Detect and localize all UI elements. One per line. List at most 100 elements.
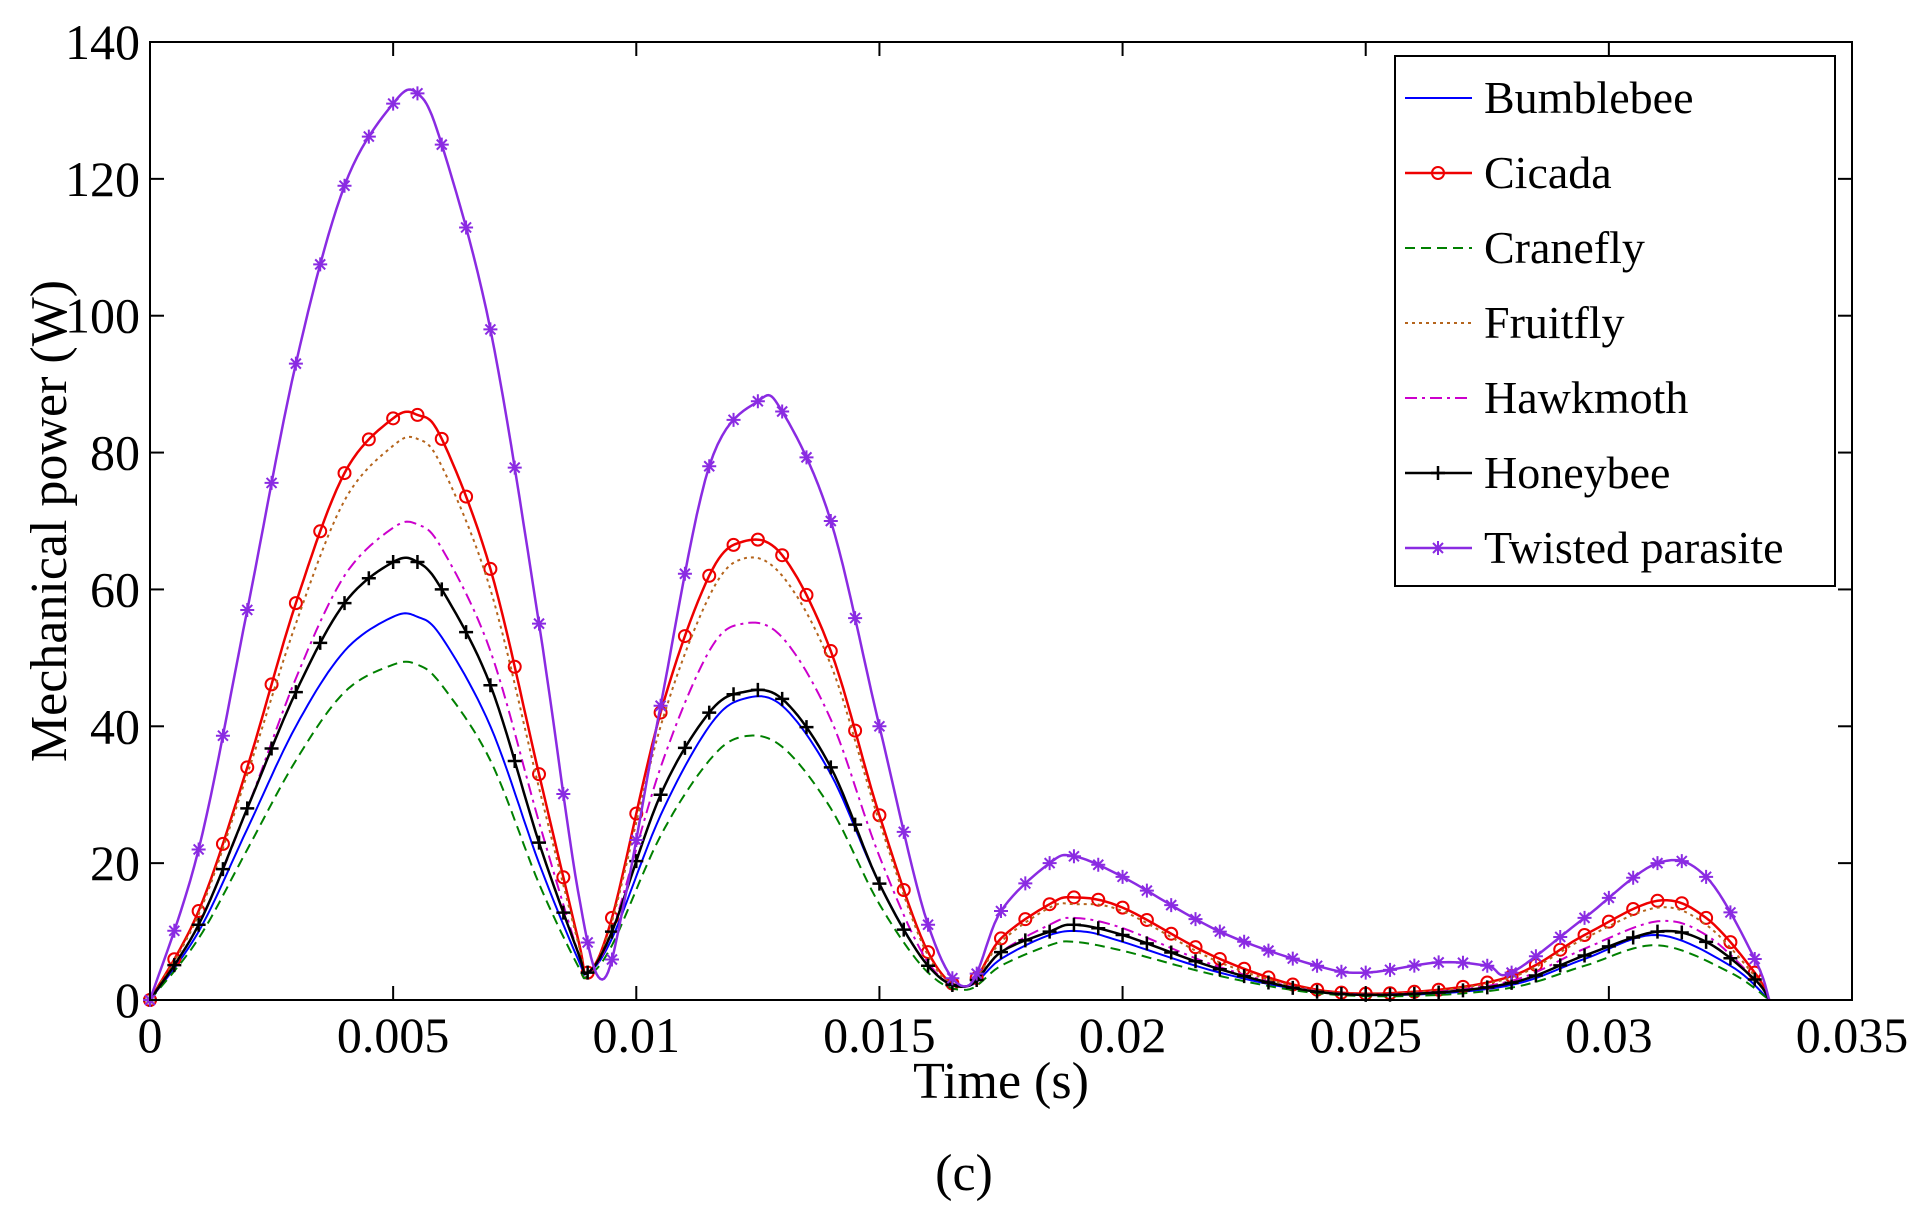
data-point-twisted-parasite bbox=[167, 923, 182, 938]
data-point-cicada bbox=[337, 466, 352, 481]
data-point-honeybee bbox=[1577, 948, 1592, 963]
data-point-twisted-parasite bbox=[1455, 955, 1470, 970]
data-point-twisted-parasite bbox=[1115, 869, 1130, 884]
data-point-honeybee bbox=[215, 862, 230, 877]
data-point-honeybee bbox=[313, 635, 328, 650]
data-point-cicada bbox=[264, 677, 279, 692]
data-point-twisted-parasite bbox=[264, 475, 279, 490]
data-point-honeybee bbox=[726, 687, 741, 702]
data-point-honeybee bbox=[1237, 969, 1252, 984]
data-point-twisted-parasite bbox=[1285, 951, 1300, 966]
x-axis-label: Time (s) bbox=[913, 1053, 1089, 1110]
data-point-twisted-parasite bbox=[507, 460, 522, 475]
data-point-honeybee bbox=[1188, 954, 1203, 969]
data-point-cicada bbox=[1091, 892, 1106, 907]
data-point-cicada bbox=[1018, 912, 1033, 927]
x-tick-label: 0.015 bbox=[823, 1007, 936, 1063]
data-point-honeybee bbox=[799, 720, 814, 735]
data-point-cicada bbox=[750, 532, 765, 547]
data-point-twisted-parasite bbox=[750, 394, 765, 409]
data-point-twisted-parasite bbox=[726, 412, 741, 427]
data-point-twisted-parasite bbox=[945, 971, 960, 986]
data-point-twisted-parasite bbox=[848, 611, 863, 626]
data-point-twisted-parasite bbox=[1431, 955, 1446, 970]
data-point-cicada bbox=[1042, 897, 1057, 912]
data-point-cicada bbox=[386, 411, 401, 426]
data-point-cicada bbox=[1699, 910, 1714, 925]
data-point-cicada bbox=[848, 723, 863, 738]
data-point-honeybee bbox=[1042, 924, 1057, 939]
data-point-cicada bbox=[823, 644, 838, 659]
data-point-twisted-parasite bbox=[313, 257, 328, 272]
data-point-twisted-parasite bbox=[1212, 924, 1227, 939]
data-point-twisted-parasite bbox=[1626, 870, 1641, 885]
data-point-twisted-parasite bbox=[1261, 943, 1276, 958]
data-point-cicada bbox=[799, 587, 814, 602]
data-point-twisted-parasite bbox=[1650, 856, 1665, 871]
data-point-twisted-parasite bbox=[1528, 949, 1543, 964]
data-point-honeybee bbox=[191, 917, 206, 932]
data-point-twisted-parasite bbox=[386, 96, 401, 111]
data-point-honeybee bbox=[1261, 975, 1276, 990]
data-point-twisted-parasite bbox=[1237, 934, 1252, 949]
data-point-honeybee bbox=[1528, 968, 1543, 983]
data-point-cicada bbox=[556, 870, 571, 885]
x-tick-label: 0 bbox=[138, 1007, 163, 1063]
x-tick-label: 0.03 bbox=[1565, 1007, 1653, 1063]
data-point-twisted-parasite bbox=[604, 952, 619, 967]
legend-label: Fruitfly bbox=[1484, 297, 1625, 348]
data-point-cicada bbox=[896, 882, 911, 897]
data-point-twisted-parasite bbox=[410, 86, 425, 101]
data-point-twisted-parasite bbox=[337, 178, 352, 193]
data-point-twisted-parasite bbox=[969, 966, 984, 981]
data-point-honeybee bbox=[386, 555, 401, 570]
data-point-honeybee bbox=[1018, 933, 1033, 948]
series-line-cranefly bbox=[149, 660, 1770, 1001]
data-point-twisted-parasite bbox=[653, 698, 668, 713]
y-tick-label: 60 bbox=[90, 561, 140, 617]
data-point-twisted-parasite bbox=[629, 833, 644, 848]
data-point-cicada bbox=[726, 537, 741, 552]
data-point-twisted-parasite bbox=[1066, 849, 1081, 864]
data-point-honeybee bbox=[288, 685, 303, 700]
x-tick-label: 0.035 bbox=[1796, 1007, 1909, 1063]
data-point-cicada bbox=[1139, 912, 1154, 927]
data-point-cicada bbox=[1674, 896, 1689, 911]
data-point-twisted-parasite bbox=[799, 450, 814, 465]
data-point-cicada bbox=[1115, 900, 1130, 915]
data-point-twisted-parasite bbox=[677, 566, 692, 581]
data-point-honeybee bbox=[1601, 939, 1616, 954]
data-point-honeybee bbox=[580, 965, 595, 980]
data-point-honeybee bbox=[167, 958, 182, 973]
data-point-twisted-parasite bbox=[434, 137, 449, 152]
data-point-cicada bbox=[1164, 926, 1179, 941]
data-point-honeybee bbox=[896, 922, 911, 937]
data-point-honeybee bbox=[1115, 927, 1130, 942]
data-point-cicada bbox=[1188, 940, 1203, 955]
data-point-honeybee bbox=[1480, 980, 1495, 995]
data-point-twisted-parasite bbox=[1188, 912, 1203, 927]
data-point-honeybee bbox=[1310, 984, 1325, 999]
y-tick-label: 40 bbox=[90, 698, 140, 754]
data-point-honeybee bbox=[653, 787, 668, 802]
y-tick-label: 140 bbox=[65, 14, 140, 70]
data-point-honeybee bbox=[1285, 980, 1300, 995]
data-point-honeybee bbox=[1139, 936, 1154, 951]
legend-entry-bumblebee: Bumblebee bbox=[1405, 72, 1694, 123]
data-point-cicada bbox=[994, 931, 1008, 946]
data-point-cicada bbox=[215, 836, 230, 851]
data-point-twisted-parasite bbox=[994, 904, 1008, 919]
data-point-twisted-parasite bbox=[459, 220, 474, 235]
data-point-honeybee bbox=[1164, 945, 1179, 960]
data-point-twisted-parasite bbox=[1723, 905, 1738, 920]
legend-label: Honeybee bbox=[1484, 447, 1670, 498]
data-point-cicada bbox=[1066, 890, 1081, 905]
data-point-twisted-parasite bbox=[580, 935, 595, 950]
data-point-honeybee bbox=[1650, 924, 1665, 939]
data-point-twisted-parasite bbox=[1042, 856, 1057, 871]
data-point-honeybee bbox=[434, 582, 449, 597]
data-point-honeybee bbox=[702, 705, 717, 720]
data-point-cicada bbox=[1577, 927, 1592, 942]
legend: Bumblebee Cicada Cranefly Fruitfly Hawkmoth H… bbox=[1394, 55, 1836, 587]
data-point-honeybee bbox=[1626, 930, 1641, 945]
